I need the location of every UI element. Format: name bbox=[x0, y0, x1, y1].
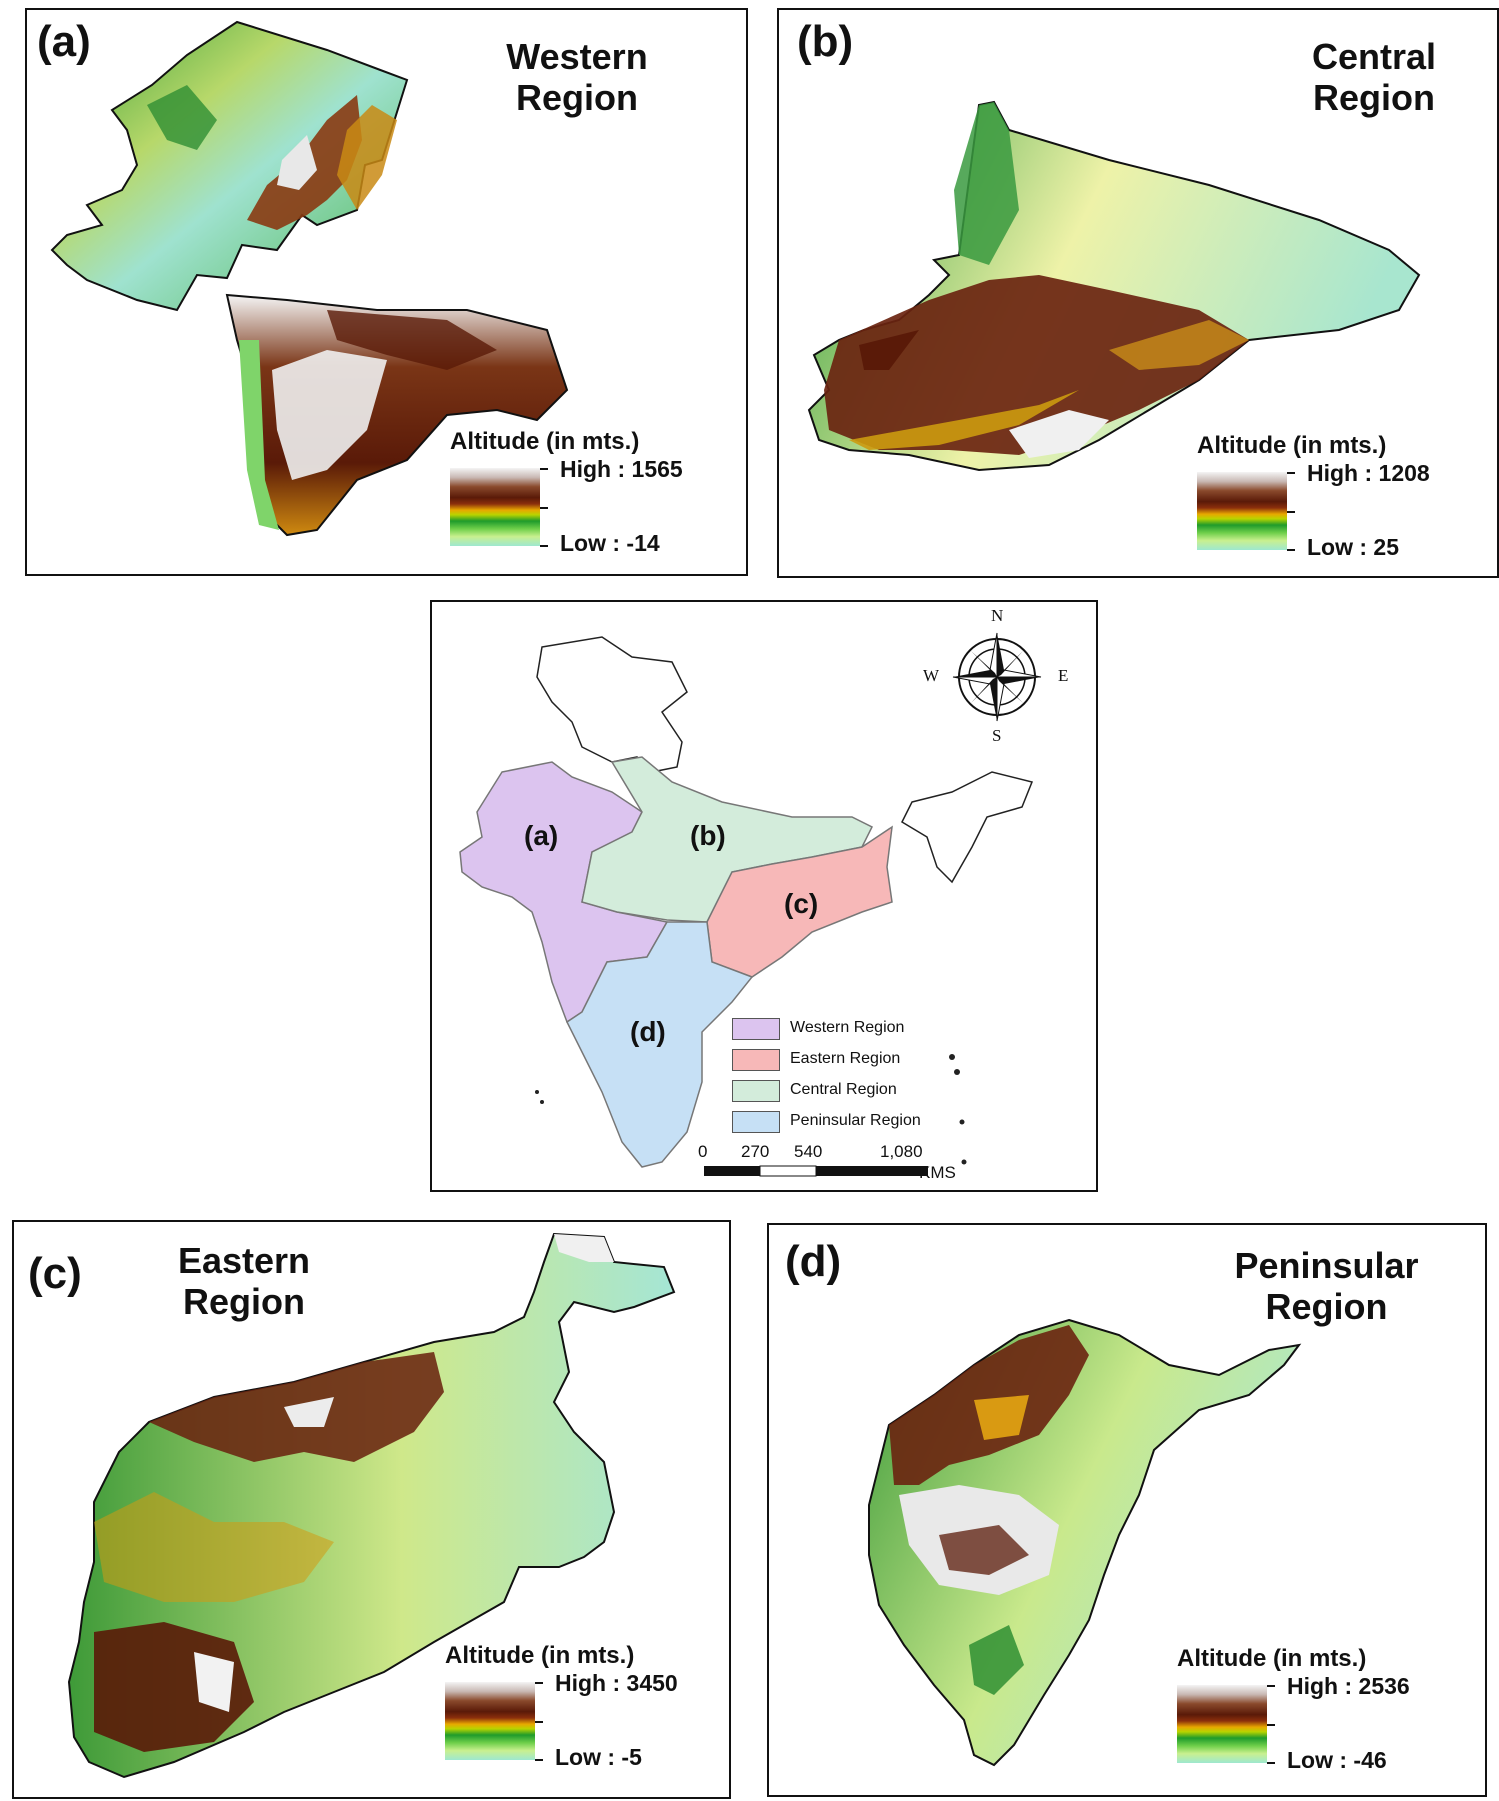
legend-label: Peninsular Region bbox=[790, 1112, 921, 1129]
panel-title-line2: Region bbox=[183, 1281, 305, 1322]
altitude-legend: Altitude (in mts.) High : 3450 Low : -5 bbox=[445, 1642, 735, 1770]
panel-title: Central Region bbox=[1284, 36, 1464, 118]
central-elevation-map bbox=[807, 100, 1421, 472]
legend-high: High : 1208 bbox=[1307, 460, 1430, 486]
panel-eastern-region: (c) Eastern Region Altitude (in mts.) Hi… bbox=[12, 1220, 731, 1799]
legend-tick bbox=[535, 1721, 543, 1723]
altitude-color-ramp bbox=[445, 1682, 535, 1760]
peninsular-region-area bbox=[566, 921, 754, 1168]
altitude-legend: Altitude (in mts.) High : 1208 Low : 25 bbox=[1197, 432, 1487, 560]
region-label-a: (a) bbox=[524, 820, 559, 851]
legend-tick bbox=[535, 1759, 543, 1761]
region-label-b: (b) bbox=[690, 820, 726, 851]
compass-rose-icon bbox=[952, 632, 1042, 722]
panel-title-line1: Peninsular bbox=[1234, 1245, 1419, 1286]
altitude-color-ramp bbox=[450, 468, 540, 546]
panel-title: Peninsular Region bbox=[1214, 1245, 1439, 1327]
legend-swatch bbox=[732, 1111, 780, 1133]
panel-peninsular-region: (d) Peninsular Region Altitude (in mts.)… bbox=[767, 1223, 1487, 1797]
panel-title: Western Region bbox=[492, 36, 662, 118]
panel-label: (c) bbox=[28, 1249, 82, 1298]
legend-low: Low : -46 bbox=[1287, 1747, 1387, 1773]
legend-swatch bbox=[732, 1080, 780, 1102]
panel-title-line2: Region bbox=[1313, 77, 1435, 118]
legend-low: Low : -14 bbox=[560, 530, 660, 556]
legend-tick bbox=[540, 507, 548, 509]
legend-tick bbox=[540, 468, 548, 470]
legend-label: Eastern Region bbox=[790, 1050, 901, 1067]
panel-label: (b) bbox=[797, 17, 854, 66]
scale-bar bbox=[704, 1165, 928, 1177]
legend-tick bbox=[535, 1682, 543, 1684]
scale-tick-label: 540 bbox=[794, 1142, 823, 1161]
scale-tick-label: 0 bbox=[698, 1142, 708, 1161]
panel-title-line1: Western bbox=[506, 36, 648, 77]
panel-title-line1: Central bbox=[1311, 36, 1437, 77]
legend-title: Altitude (in mts.) bbox=[1197, 432, 1387, 459]
legend-tick bbox=[540, 545, 548, 547]
legend-high: High : 3450 bbox=[555, 1670, 678, 1696]
legend-tick bbox=[1287, 472, 1295, 474]
legend-swatch bbox=[732, 1018, 780, 1040]
legend-title: Altitude (in mts.) bbox=[450, 428, 640, 455]
panel-central-region: (b) Central Region Altitude (in mts.) Hi… bbox=[777, 8, 1499, 578]
altitude-color-ramp bbox=[1197, 472, 1287, 550]
panel-title: Eastern Region bbox=[159, 1240, 329, 1322]
eastern-elevation-map bbox=[67, 1232, 676, 1779]
compass-north: N bbox=[991, 606, 1004, 625]
scale-unit: KMS bbox=[919, 1163, 956, 1182]
legend-high: High : 2536 bbox=[1287, 1673, 1410, 1699]
india-regions-map-panel: (a) (b) (c) (d) N S E W Western Region E… bbox=[430, 600, 1098, 1192]
panel-label: (d) bbox=[785, 1237, 842, 1286]
legend-tick bbox=[1287, 549, 1295, 551]
legend-low: Low : 25 bbox=[1307, 534, 1400, 560]
legend-tick bbox=[1287, 511, 1295, 513]
legend-label: Central Region bbox=[790, 1081, 897, 1098]
legend-swatch bbox=[732, 1049, 780, 1071]
peninsular-elevation-map bbox=[868, 1318, 1302, 1767]
scale-tick-label: 270 bbox=[741, 1142, 770, 1161]
western-elevation-map bbox=[50, 20, 569, 537]
legend-high: High : 1565 bbox=[560, 456, 683, 482]
altitude-legend: Altitude (in mts.) High : 2536 Low : -46 bbox=[1177, 1645, 1467, 1773]
panel-title-line2: Region bbox=[516, 77, 638, 118]
compass-south: S bbox=[992, 726, 1002, 745]
altitude-legend: Altitude (in mts.) High : 1565 Low : -14 bbox=[450, 428, 740, 556]
legend-title: Altitude (in mts.) bbox=[1177, 1645, 1367, 1672]
compass-west: W bbox=[923, 666, 940, 685]
legend-tick bbox=[1267, 1685, 1275, 1687]
panel-title-line1: Eastern bbox=[177, 1240, 311, 1281]
legend-tick bbox=[1267, 1724, 1275, 1726]
panel-western-region: (a) Western Region Altitude (in mts.) Hi… bbox=[25, 8, 748, 576]
compass-east: E bbox=[1058, 666, 1069, 685]
legend-low: Low : -5 bbox=[555, 1744, 642, 1770]
region-label-d: (d) bbox=[630, 1016, 666, 1047]
scale-tick-label: 1,080 bbox=[880, 1142, 923, 1161]
legend-title: Altitude (in mts.) bbox=[445, 1642, 635, 1669]
india-regions-map bbox=[459, 632, 1042, 1177]
panel-title-line2: Region bbox=[1265, 1286, 1388, 1327]
legend-tick bbox=[1267, 1762, 1275, 1764]
region-label-c: (c) bbox=[784, 888, 819, 919]
panel-label: (a) bbox=[37, 17, 91, 66]
legend-label: Western Region bbox=[790, 1019, 905, 1036]
altitude-color-ramp bbox=[1177, 1685, 1267, 1763]
